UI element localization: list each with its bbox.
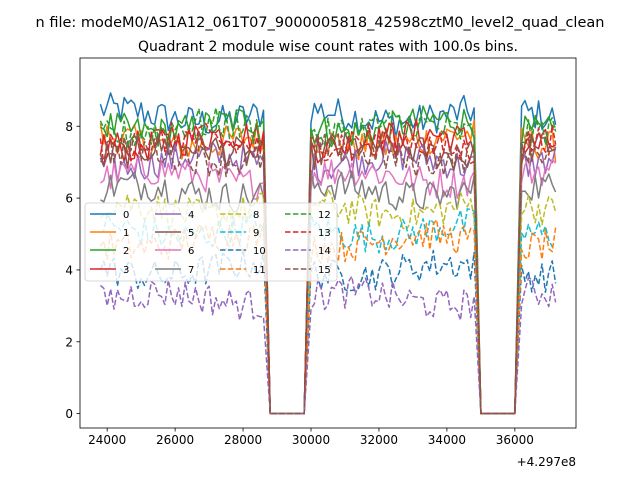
legend-label: 4 bbox=[188, 210, 194, 221]
y-tick-label: 2 bbox=[65, 335, 73, 349]
series-line-0 bbox=[99, 92, 557, 415]
series-line-14 bbox=[99, 275, 557, 415]
x-tick-label: 28000 bbox=[224, 433, 262, 447]
legend-label: 12 bbox=[318, 210, 331, 221]
x-tick-label: 30000 bbox=[292, 433, 330, 447]
legend-label: 1 bbox=[123, 228, 129, 239]
series-line-12 bbox=[99, 107, 557, 415]
legend-label: 13 bbox=[318, 228, 331, 239]
legend-label: 15 bbox=[318, 265, 331, 276]
suptitle: n file: modeM0/AS1A12_061T07_9000005818_… bbox=[36, 15, 605, 31]
legend-label: 3 bbox=[123, 265, 129, 276]
legend-label: 6 bbox=[188, 246, 194, 257]
y-tick-label: 8 bbox=[65, 120, 73, 134]
series-line-7 bbox=[100, 169, 557, 415]
series-line-8 bbox=[99, 188, 557, 415]
axes-frame bbox=[79, 57, 577, 429]
x-tick-label: 36000 bbox=[496, 433, 534, 447]
x-offset-label: +4.297e8 bbox=[517, 455, 576, 469]
y-tick-label: 6 bbox=[65, 192, 73, 206]
y-tick-label: 4 bbox=[65, 263, 73, 277]
x-tick-label: 26000 bbox=[156, 433, 194, 447]
series-line-15 bbox=[99, 132, 556, 415]
legend-label: 9 bbox=[253, 228, 259, 239]
legend-label: 5 bbox=[188, 228, 194, 239]
series-line-10 bbox=[99, 248, 557, 415]
legend-label: 8 bbox=[253, 210, 259, 221]
x-tick-label: 32000 bbox=[360, 433, 398, 447]
legend-label: 11 bbox=[253, 265, 266, 276]
legend-label: 7 bbox=[188, 265, 194, 276]
plot-area: 24000 26000 28000 30000 32000 34000 36000 0 2 4 6 8… bbox=[65, 57, 577, 447]
x-tick-label: 34000 bbox=[428, 433, 466, 447]
legend-frame bbox=[84, 202, 338, 282]
legend-label: 0 bbox=[123, 210, 129, 221]
legend-label: 14 bbox=[318, 246, 331, 257]
series-line-13 bbox=[99, 121, 557, 415]
chart-title: Quadrant 2 module wise count rates with … bbox=[138, 39, 518, 55]
legend-label: 10 bbox=[253, 246, 266, 257]
legend-label: 2 bbox=[123, 246, 129, 257]
x-tick-label: 24000 bbox=[88, 433, 126, 447]
y-tick-label: 0 bbox=[65, 407, 73, 421]
series-line-6 bbox=[99, 155, 557, 415]
